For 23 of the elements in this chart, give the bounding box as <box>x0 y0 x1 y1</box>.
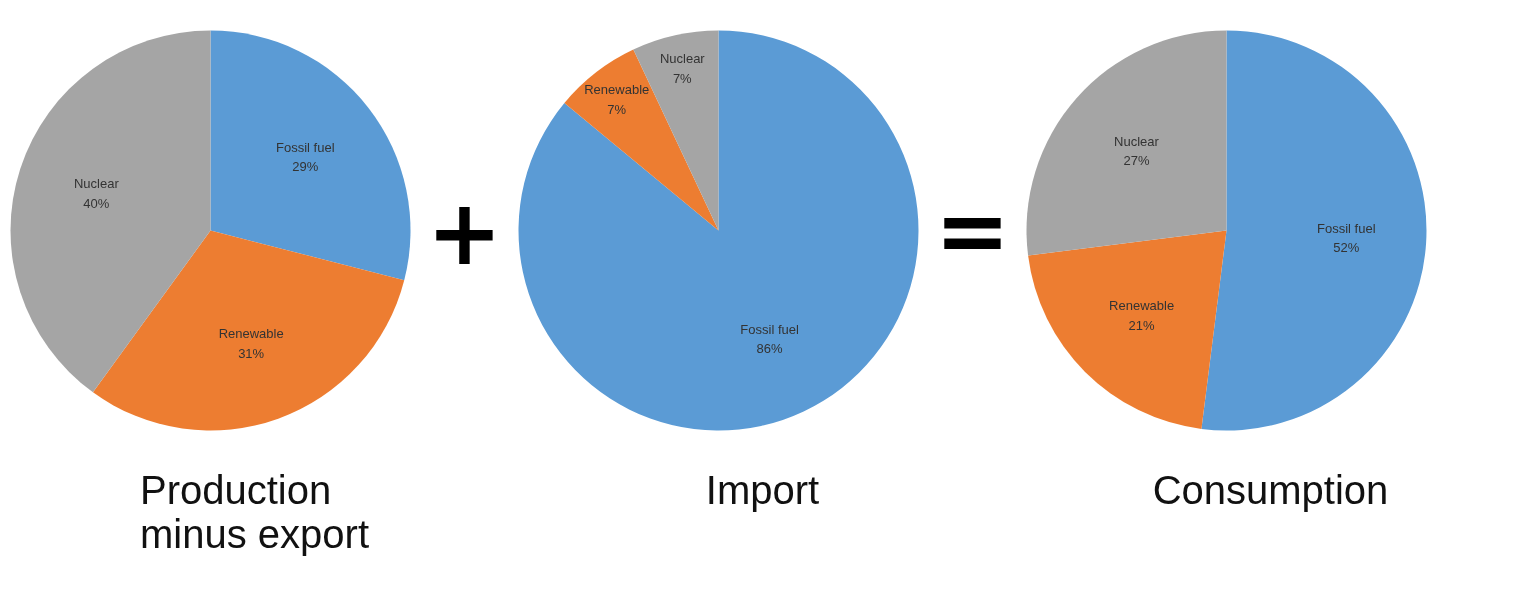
slice-label: Fossil fuel <box>740 321 799 337</box>
text: = <box>934 178 1011 283</box>
data-label: 27% <box>1123 153 1150 169</box>
data-label: 21% <box>1128 317 1156 333</box>
data-label: 7% <box>607 101 627 117</box>
text: Import <box>705 467 820 512</box>
slice-label: Nuclear <box>73 176 120 192</box>
data-label: 29% <box>292 159 319 175</box>
slice-label: Renewable <box>218 326 284 342</box>
data-label: 7% <box>672 70 693 86</box>
slice-label: Nuclear <box>659 51 706 67</box>
text: + <box>426 180 503 285</box>
text: Production minus export <box>140 467 369 556</box>
data-label: 52% <box>1333 240 1360 256</box>
text: Consumption <box>1152 467 1389 512</box>
data-label: 40% <box>83 195 110 211</box>
slice-label: Renewable <box>1109 298 1175 314</box>
slice-label: Renewable <box>584 82 650 98</box>
data-label: 86% <box>756 341 784 357</box>
slice-label: Fossil fuel <box>1317 220 1376 236</box>
data-label: 31% <box>238 345 265 361</box>
slice-label: Fossil fuel <box>276 139 335 155</box>
slice-label: Nuclear <box>1114 133 1160 149</box>
